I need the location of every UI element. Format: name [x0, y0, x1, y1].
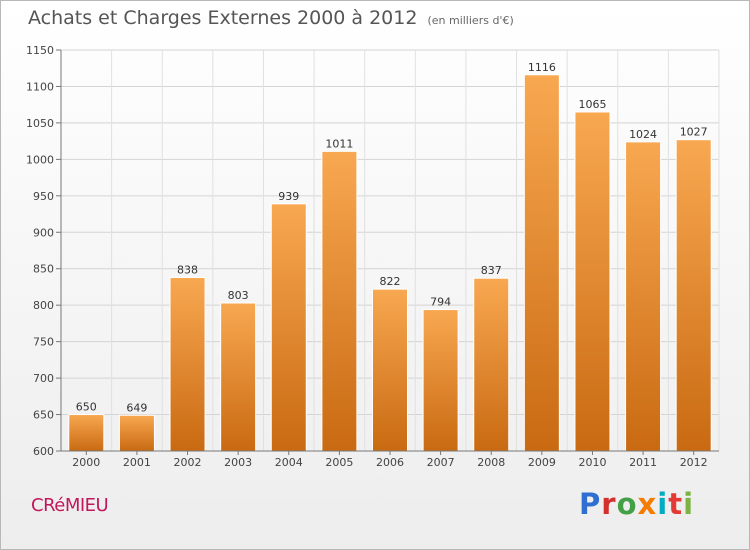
data-label: 1065: [578, 98, 606, 111]
x-tick-label: 2001: [123, 456, 151, 469]
x-tick-label: 2003: [224, 456, 252, 469]
city-name: CRéMIEU: [31, 495, 109, 516]
y-tick-label: 1150: [26, 44, 54, 57]
y-tick-label: 900: [33, 226, 54, 239]
x-tick-label: 2000: [72, 456, 100, 469]
bar[interactable]: [523, 74, 560, 452]
logo-letter: t: [668, 487, 684, 521]
bar[interactable]: [473, 277, 510, 452]
bar[interactable]: [574, 111, 611, 452]
bar[interactable]: [372, 288, 408, 452]
x-tick-label: 2011: [629, 456, 657, 469]
bar[interactable]: [118, 414, 155, 452]
data-label: 1024: [629, 128, 657, 141]
bar[interactable]: [169, 276, 206, 452]
data-label: 794: [430, 296, 451, 309]
x-tick-label: 2010: [578, 456, 606, 469]
x-tick-label: 2002: [174, 456, 202, 469]
x-tick-label: 2004: [275, 456, 303, 469]
x-tick-label: 2009: [528, 456, 556, 469]
data-label: 837: [481, 264, 502, 277]
bars: 650 649 838 803 939 1011 822 794 837 1116 1065 1024…: [68, 61, 712, 452]
y-tick-label: 1000: [26, 153, 54, 166]
y-tick-label: 1050: [26, 117, 54, 130]
y-tick-label: 650: [33, 409, 54, 422]
bar[interactable]: [220, 302, 257, 452]
y-tick-label: 800: [33, 299, 54, 312]
logo-letter: o: [616, 487, 638, 521]
x-tick-label: 2008: [477, 456, 505, 469]
data-label: 1116: [528, 61, 556, 74]
data-label: 838: [177, 263, 198, 276]
logo-letter: r: [601, 487, 617, 521]
data-label: 1011: [325, 137, 353, 150]
bar[interactable]: [270, 203, 307, 452]
axes: 600 650 700 750 800 850 900 950 1000 1050 1100 1150…: [26, 44, 719, 469]
y-tick-label: 600: [33, 445, 54, 458]
y-tick-label: 950: [33, 190, 54, 203]
data-label: 650: [76, 401, 97, 414]
bar[interactable]: [321, 150, 358, 452]
logo-letter: P: [579, 487, 602, 521]
data-label: 822: [380, 275, 401, 288]
y-tick-label: 850: [33, 263, 54, 276]
logo-letter: x: [637, 487, 658, 521]
bar[interactable]: [422, 309, 459, 452]
data-label: 1027: [680, 126, 708, 139]
y-tick-label: 1100: [26, 80, 54, 93]
x-tick-label: 2012: [680, 456, 708, 469]
title-text: Achats et Charges Externes 2000 à 2012: [28, 7, 418, 29]
chart-title: Achats et Charges Externes 2000 à 2012 (e…: [28, 7, 514, 29]
data-label: 803: [228, 289, 249, 302]
y-tick-label: 700: [33, 372, 54, 385]
unit-note: (en milliers d'€): [427, 14, 514, 27]
proxiti-logo[interactable]: Proxiti: [579, 487, 694, 521]
x-tick-label: 2006: [376, 456, 404, 469]
data-label: 649: [126, 401, 147, 414]
bar[interactable]: [625, 141, 662, 452]
x-tick-label: 2007: [427, 456, 455, 469]
x-tick-label: 2005: [325, 456, 353, 469]
logo-letter: i: [657, 487, 669, 521]
data-label: 939: [278, 190, 299, 203]
bar[interactable]: [68, 414, 105, 452]
logo-letter: i: [683, 487, 695, 521]
bar[interactable]: [675, 139, 712, 452]
y-tick-label: 750: [33, 336, 54, 349]
